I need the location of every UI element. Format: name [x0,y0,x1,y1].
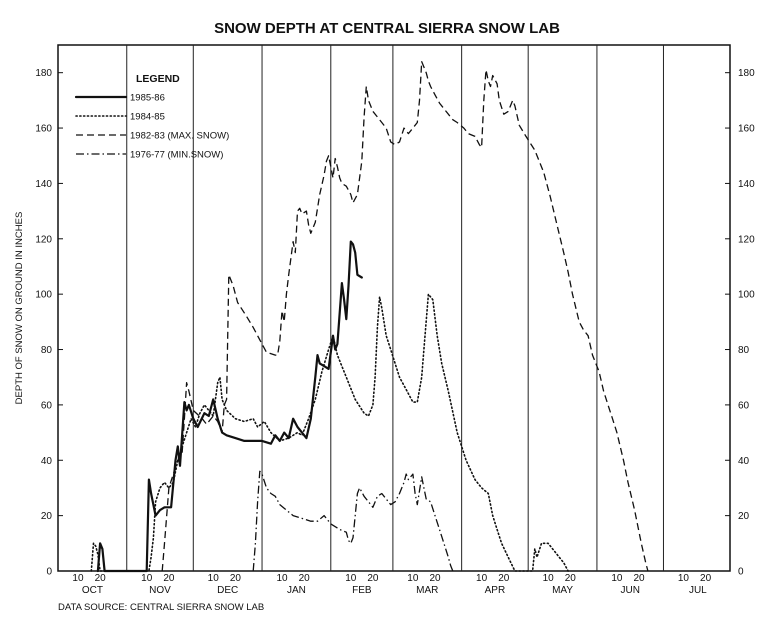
y-tick-label: 80 [41,345,53,356]
month-label: JUL [689,585,707,596]
day-tick-label: 20 [700,573,712,584]
day-tick-label: 10 [543,573,555,584]
y-tick-label: 40 [41,456,53,467]
month-label: MAR [416,585,438,596]
day-tick-label: 10 [407,573,419,584]
y-axis-right: 0 20 40 60 80 100 120 140 160 180 [725,68,755,578]
month-label: OCT [82,585,103,596]
month-label: JUN [620,585,639,596]
day-tick-label: 10 [208,573,220,584]
month-label: MAY [552,585,573,596]
y-tick-label: 60 [738,400,750,411]
y-tick-label: 180 [738,68,755,79]
data-source-note: DATA SOURCE: CENTRAL SIERRA SNOW LAB [58,602,264,613]
month-grid-lines [126,45,664,571]
y-tick-label: 20 [738,511,750,522]
day-tick-label: 10 [276,573,288,584]
plot-frame [57,44,731,572]
series-line-solid [96,240,363,573]
y-tick-label: 0 [46,567,52,578]
legend-items: 1985-86 1984-85 1982-83 (MAX. SNOW) 1976-77… [74,93,229,161]
y-tick-label: 140 [35,179,52,190]
day-tick-label: 20 [634,573,646,584]
y-tick-label: 140 [738,179,755,190]
y-axis-left: 0 20 40 60 80 100 120 140 160 180 [35,68,63,578]
month-label: APR [485,585,506,596]
legend: LEGEND 1985-86 1984-85 1982-83 (MAX. SNOW)… [74,73,229,161]
legend-label: 1982-83 (MAX. SNOW) [130,131,229,142]
day-tick-label: 20 [498,573,510,584]
legend-label: 1976-77 (MIN.SNOW) [130,150,223,161]
y-tick-label: 160 [738,124,755,135]
y-axis-label: DEPTH OF SNOW ON GROUND IN INCHES [14,212,25,405]
day-tick-label: 20 [429,573,441,584]
legend-label: 1984-85 [130,112,165,123]
y-tick-label: 100 [35,290,52,301]
month-label: DEC [217,585,238,596]
series-line-dashed [161,60,649,572]
day-tick-label: 10 [678,573,690,584]
y-tick-label: 0 [738,567,744,578]
day-tick-label: 20 [95,573,107,584]
y-tick-label: 160 [35,124,52,135]
month-label: NOV [149,585,171,596]
y-tick-label: 120 [35,234,52,245]
day-tick-label: 10 [476,573,488,584]
day-tick-label: 10 [611,573,623,584]
series-line-dashdot [252,470,454,572]
y-tick-label: 100 [738,290,755,301]
day-tick-label: 20 [367,573,379,584]
day-tick-label: 10 [72,573,84,584]
y-tick-label: 40 [738,456,750,467]
y-tick-label: 180 [35,68,52,79]
day-tick-label: 20 [299,573,311,584]
y-tick-label: 60 [41,400,53,411]
day-tick-label: 10 [141,573,153,584]
series-lines [90,60,649,573]
y-tick-label: 120 [738,234,755,245]
legend-label: 1985-86 [130,93,165,104]
series-line-dotted [90,293,569,572]
legend-title: LEGEND [136,73,180,85]
chart-title: SNOW DEPTH AT CENTRAL SIERRA SNOW LAB [214,20,560,37]
day-tick-label: 10 [345,573,357,584]
y-tick-label: 80 [738,345,750,356]
day-tick-label: 20 [565,573,577,584]
month-label: FEB [352,585,372,596]
day-tick-label: 20 [230,573,242,584]
month-label: JAN [287,585,306,596]
y-tick-label: 20 [41,511,53,522]
day-tick-label: 20 [163,573,175,584]
